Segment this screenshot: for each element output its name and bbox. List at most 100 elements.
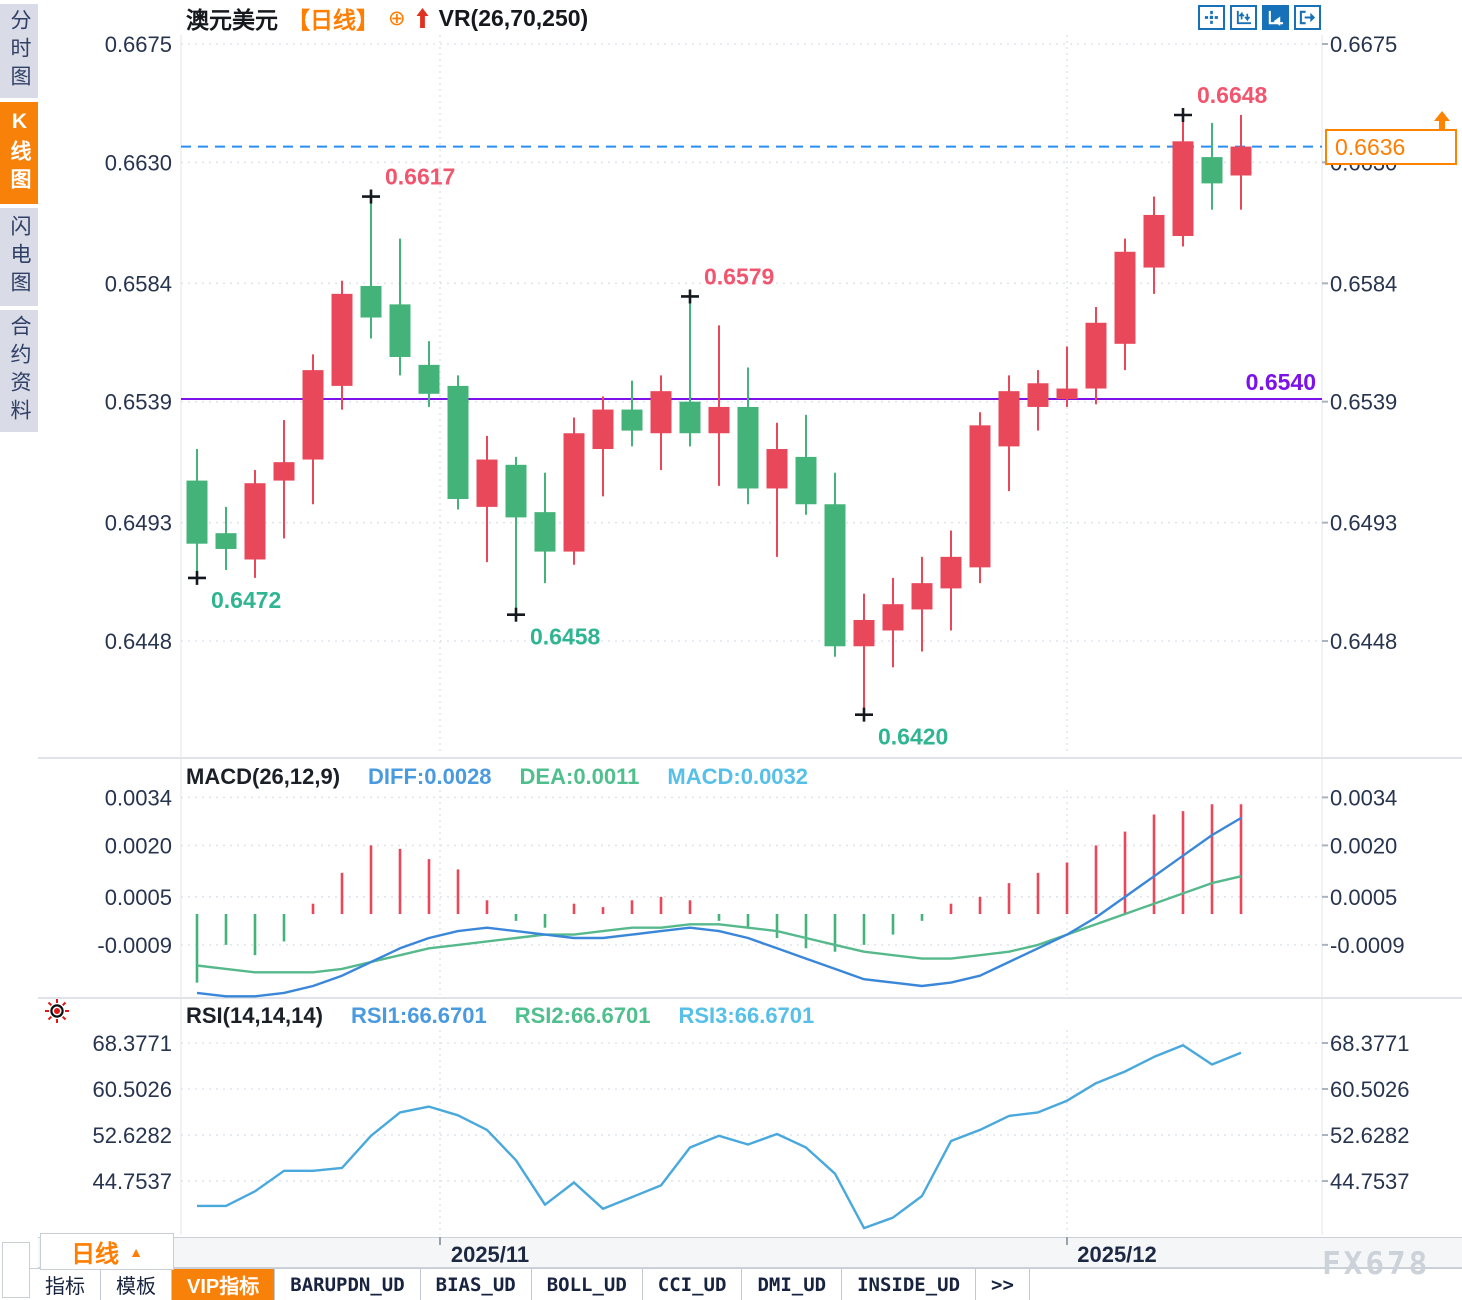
- symbol-title: 澳元美元: [186, 7, 278, 33]
- indicator-tab-5[interactable]: BIAS_UD: [420, 1269, 532, 1300]
- macd-y-label-left: 0.0005: [105, 885, 172, 910]
- candle[interactable]: [447, 385, 469, 499]
- rsi-y-label-right: 52.6282: [1330, 1123, 1410, 1148]
- candle[interactable]: [186, 480, 208, 544]
- sidebar-tab-label: 分时图: [8, 9, 31, 93]
- chart-header: 澳元美元 【日线】 ⊕ VR(26,70,250): [186, 3, 589, 34]
- sidebar-tab-1[interactable]: 分时图: [0, 4, 38, 98]
- indicator-tab-10[interactable]: >>: [976, 1269, 1030, 1300]
- candle[interactable]: [592, 409, 614, 450]
- candle[interactable]: [969, 425, 991, 568]
- candle[interactable]: [1114, 251, 1136, 344]
- candle[interactable]: [737, 406, 759, 489]
- candle[interactable]: [360, 285, 382, 318]
- candle[interactable]: [389, 304, 411, 357]
- support-line-label: 0.6540: [1246, 369, 1316, 395]
- candle[interactable]: [824, 504, 846, 647]
- indicator-tab-2[interactable]: 模板: [101, 1269, 172, 1300]
- candle[interactable]: [418, 364, 440, 394]
- candle[interactable]: [505, 464, 527, 518]
- macd-diff-line: [196, 816, 1242, 998]
- candle[interactable]: [940, 556, 962, 589]
- candle[interactable]: [1230, 146, 1252, 176]
- price-y-label-left: 0.6675: [105, 32, 172, 57]
- rsi-y-label-right: 44.7537: [1330, 1169, 1410, 1194]
- candle[interactable]: [302, 370, 324, 460]
- rsi-header: RSI(14,14,14) RSI1:66.6701 RSI2:66.6701 …: [186, 1003, 814, 1029]
- rsi-y-label-left: 68.3771: [92, 1031, 172, 1056]
- price-y-label-right: 0.6448: [1330, 629, 1397, 654]
- indicator-tab-9[interactable]: INSIDE_UD: [842, 1269, 977, 1300]
- sidebar-tab-label: K线图: [8, 110, 31, 196]
- candle[interactable]: [911, 583, 933, 610]
- indicator-settings-sun-icon[interactable]: [44, 998, 70, 1029]
- axis-range-icon[interactable]: [1230, 5, 1257, 30]
- rsi1-value: RSI1:66.6701: [350, 1003, 487, 1028]
- x-axis-month-label: 2025/11: [450, 1242, 530, 1267]
- left-sidebar: 分时图 K线图闪电图合约资料: [0, 0, 38, 1300]
- indicator-tab-7[interactable]: CCI_UD: [642, 1269, 743, 1300]
- candle[interactable]: [853, 619, 875, 647]
- candle[interactable]: [998, 391, 1020, 447]
- candle[interactable]: [215, 533, 237, 549]
- candle[interactable]: [621, 409, 643, 431]
- candle[interactable]: [679, 401, 701, 434]
- candle[interactable]: [882, 604, 904, 631]
- candle[interactable]: [331, 293, 353, 386]
- indicator-tab-3[interactable]: VIP指标: [172, 1269, 276, 1300]
- macd-y-label-right: 0.0020: [1330, 833, 1397, 858]
- candle[interactable]: [795, 456, 817, 505]
- candle[interactable]: [534, 512, 556, 552]
- price-y-label-left: 0.6539: [105, 390, 172, 415]
- candle[interactable]: [1201, 157, 1223, 184]
- chart-toolbar: [1198, 5, 1321, 30]
- indicator-tab-4[interactable]: BARUPDN_UD: [275, 1269, 421, 1300]
- rsi-y-label-right: 60.5026: [1330, 1077, 1410, 1102]
- indicator-tab-1[interactable]: 指标: [30, 1269, 101, 1300]
- price-annotation-label: 0.6420: [878, 724, 948, 750]
- sidebar-tab-4[interactable]: 合约资料: [0, 310, 38, 432]
- period-tag: 【日线】: [287, 7, 379, 33]
- macd-params-label[interactable]: MACD(26,12,9): [186, 764, 341, 789]
- price-y-label-right: 0.6493: [1330, 511, 1397, 536]
- crosshair-tool-icon[interactable]: [1198, 5, 1225, 30]
- period-dropdown[interactable]: 日线 ▲: [40, 1233, 174, 1270]
- price-y-label-left: 0.6448: [105, 629, 172, 654]
- macd-y-label-right: 0.0034: [1330, 785, 1397, 810]
- candle[interactable]: [1085, 322, 1107, 389]
- candle[interactable]: [1172, 141, 1194, 236]
- x-axis-month-label: 2025/12: [1077, 1242, 1157, 1267]
- rsi-y-label-left: 60.5026: [92, 1077, 172, 1102]
- price-y-label-left: 0.6493: [105, 511, 172, 536]
- price-annotation-label: 0.6579: [704, 263, 774, 289]
- rsi-line: [197, 1043, 1242, 1230]
- x-axis-strip: [38, 1237, 1462, 1268]
- candle[interactable]: [244, 483, 266, 560]
- candle[interactable]: [1027, 383, 1049, 407]
- candle[interactable]: [563, 433, 585, 552]
- indicator-tab-8[interactable]: DMI_UD: [742, 1269, 843, 1300]
- candle[interactable]: [766, 449, 788, 489]
- macd-dea-line: [196, 875, 1242, 974]
- price-up-arrow-icon: [1431, 110, 1453, 135]
- pan-right-icon[interactable]: [1294, 5, 1321, 30]
- candle[interactable]: [273, 462, 295, 481]
- rsi-y-label-left: 52.6282: [92, 1123, 172, 1148]
- sidebar-tab-2[interactable]: K线图: [0, 102, 38, 204]
- candle[interactable]: [708, 406, 730, 434]
- price-annotation-label: 0.6648: [1197, 82, 1268, 108]
- candle[interactable]: [1143, 214, 1165, 268]
- candle[interactable]: [1056, 388, 1078, 400]
- rsi3-value: RSI3:66.6701: [678, 1003, 815, 1028]
- overlay-indicator-label: VR(26,70,250): [438, 4, 589, 31]
- rsi-params-label[interactable]: RSI(14,14,14): [186, 1003, 323, 1028]
- candle[interactable]: [476, 459, 498, 507]
- rsi-y-label-right: 68.3771: [1330, 1031, 1410, 1056]
- candle[interactable]: [650, 391, 672, 434]
- sidebar-tab-3[interactable]: 闪电图: [0, 208, 38, 306]
- indicator-tab-6[interactable]: BOLL_UD: [531, 1269, 643, 1300]
- add-indicator-icon[interactable]: ⊕: [388, 6, 406, 30]
- auto-scale-icon[interactable]: [1262, 5, 1289, 30]
